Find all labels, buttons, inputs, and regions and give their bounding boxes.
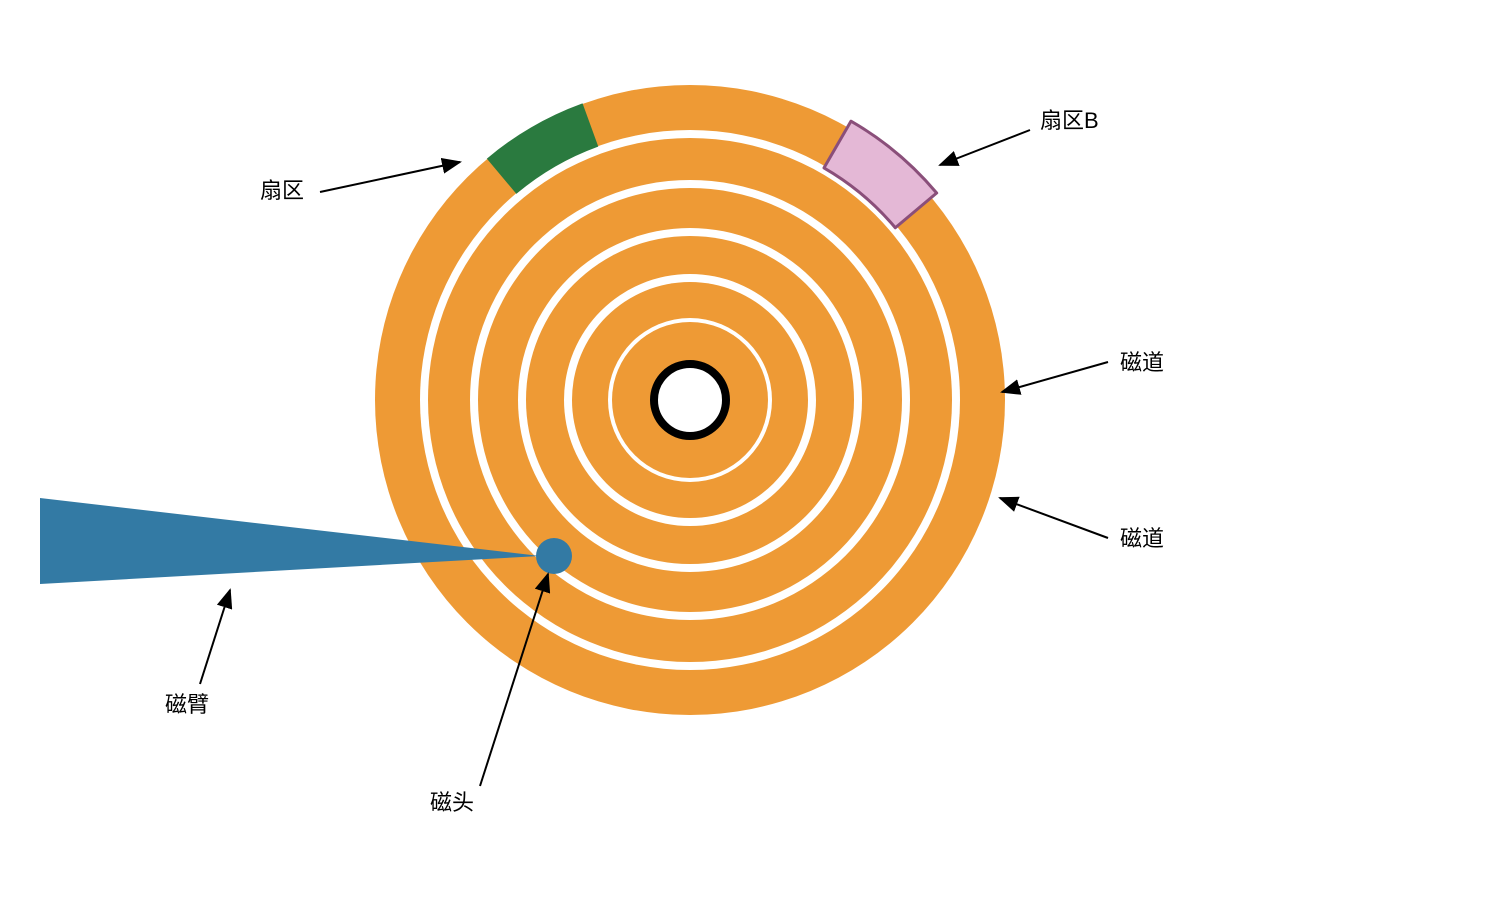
read-write-head bbox=[536, 538, 572, 574]
label-track-2: 磁道 bbox=[1120, 526, 1164, 551]
label-arm: 磁臂 bbox=[165, 692, 209, 717]
label-sector: 扇区 bbox=[260, 178, 304, 203]
label-track-1: 磁道 bbox=[1120, 350, 1164, 375]
label-sector-b: 扇区B bbox=[1040, 108, 1099, 133]
label-head: 磁头 bbox=[430, 790, 474, 815]
spindle-hole bbox=[654, 364, 726, 436]
